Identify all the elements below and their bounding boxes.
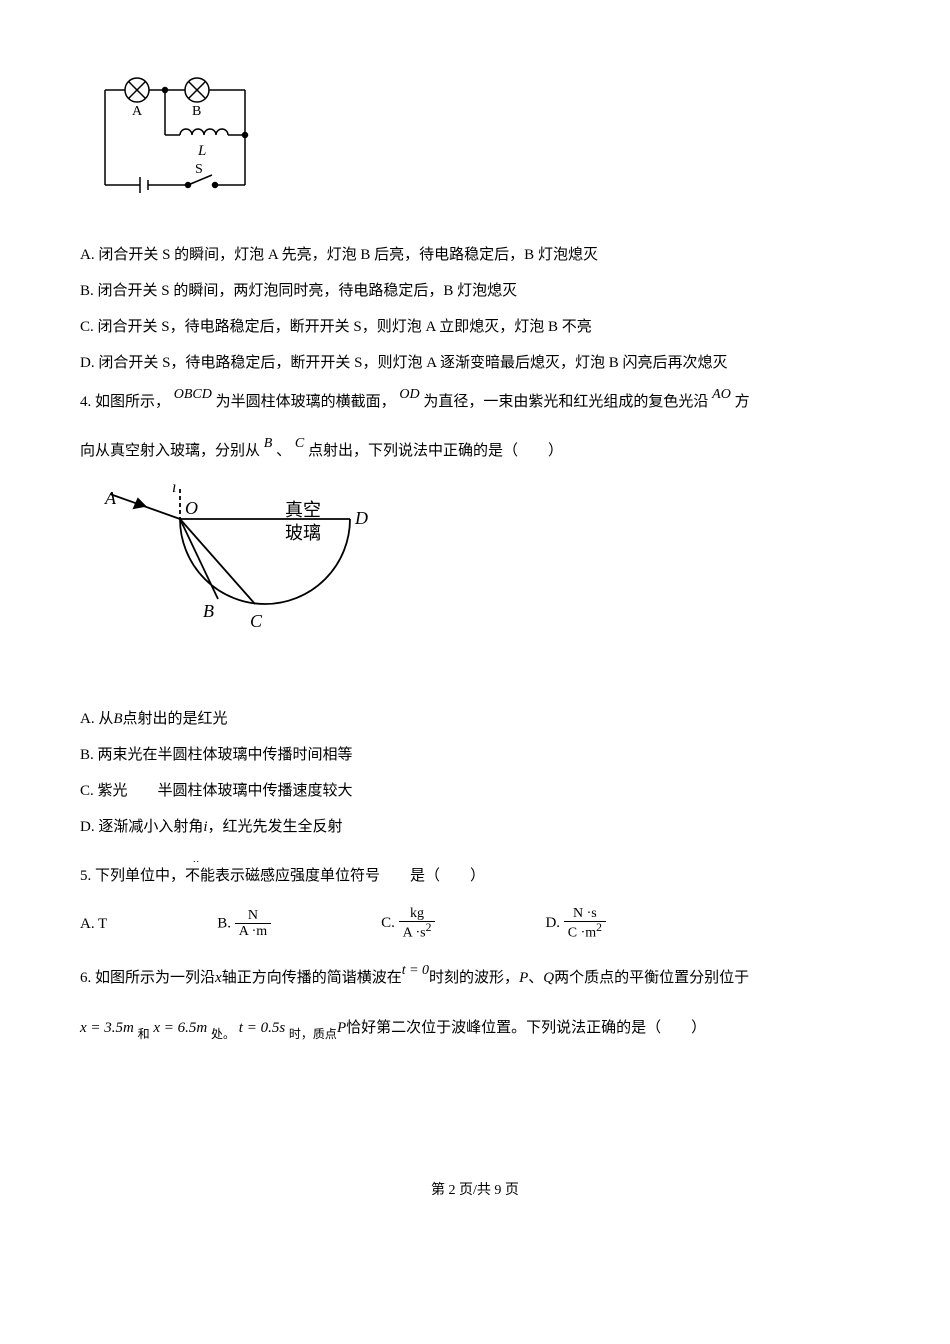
q6-x: x (215, 970, 222, 986)
q4-mid2: 为直径，一束由紫光和红光组成的复色光沿 (423, 394, 708, 410)
q5d-exp: 2 (596, 921, 602, 934)
optics-label-d: D (354, 508, 368, 528)
q6-x1: x = 3.5m (80, 1020, 134, 1036)
q6-text: 6. 如图所示为一列沿x轴正方向传播的简谐横波在t = 0时刻的波形，P、Q两个… (80, 966, 870, 990)
page-footer: 第 2 页/共 9 页 (80, 1180, 870, 1202)
q6-post3: 恰好第二次位于波峰位置。下列说法正确的是（ ） (346, 1020, 706, 1036)
q5-pre: 5. 下列单位中， (80, 868, 185, 884)
q4-option-b: B. 两束光在半圆柱体玻璃中传播时间相等 (80, 743, 870, 767)
circuit-svg: A B L S (90, 70, 270, 210)
optics-diagram: A i O D 真空 玻璃 B C (90, 484, 870, 682)
q5d-den: C ·m2 (564, 922, 606, 941)
q5-text: 5. 下列单位中，不能表示磁感应强度单位符号 是（ ） (80, 864, 870, 888)
q5c-den: A ·s2 (399, 922, 436, 941)
q6-post2: 时，质点 (289, 1027, 337, 1041)
q4-mid1: 为半圆柱体玻璃的横截面， (216, 394, 396, 410)
q3-option-a: A. 闭合开关 S 的瞬间，灯泡 A 先亮，灯泡 B 后亮，待电路稳定后，B 灯… (80, 243, 870, 267)
q5b-den: A ·m (235, 924, 271, 939)
q6-p2: P (337, 1020, 346, 1036)
q4-prefix: 4. 如图所示， (80, 394, 170, 410)
optics-label-a: A (104, 488, 117, 508)
q5b-num: N (235, 908, 271, 924)
q4-ao: AO (712, 387, 731, 402)
q5-post: 表示磁感应强度单位符号 是（ ） (215, 868, 485, 884)
q4-line2a: 向从真空射入玻璃，分别从 (80, 443, 260, 459)
circuit-label-s: S (195, 162, 203, 177)
q4-b: B (264, 436, 273, 451)
circuit-label-b: B (192, 104, 201, 119)
q5c-label: C. (381, 915, 399, 931)
q6-mid3: 、 (528, 970, 543, 986)
q4-c: C (295, 436, 304, 451)
q5-emph: 不能 (185, 864, 215, 888)
q4d-post: ，红光先发生全反射 (208, 819, 343, 835)
q4-obcd: OBCD (174, 387, 212, 402)
q4d-pre: D. 逐渐减小入射角 (80, 819, 203, 835)
q4-text-line2: 向从真空射入玻璃，分别从 B 、 C 点射出，下列说法中正确的是（ ） (80, 439, 870, 463)
q5d-den1: C ·m (568, 926, 596, 941)
q6-q: Q (543, 970, 554, 986)
q5c-exp: 2 (426, 921, 432, 934)
q4-mid3: 方 (735, 394, 750, 410)
q6-p: P (519, 970, 528, 986)
q4-text: 4. 如图所示， OBCD 为半圆柱体玻璃的横截面， OD 为直径，一束由紫光和… (80, 390, 870, 414)
q5b-label: B. (217, 915, 235, 931)
q5-option-d: D. N ·sC ·m2 (545, 906, 606, 941)
q4-option-d: D. 逐渐减小入射角i，红光先发生全反射 (80, 815, 870, 839)
optics-label-glass: 玻璃 (285, 523, 321, 543)
q4-line2c: 点射出，下列说法中正确的是（ ） (308, 443, 563, 459)
q5-option-c: C. kgA ·s2 (381, 906, 435, 941)
q6-mid1: 轴正方向传播的简谐横波在 (222, 970, 402, 986)
optics-label-o: O (185, 498, 198, 518)
circuit-diagram: A B L S (90, 70, 870, 218)
q6-pre: 6. 如图所示为一列沿 (80, 970, 215, 986)
q6-mid4: 两个质点的平衡位置分别位于 (554, 970, 749, 986)
q5c-num: kg (399, 906, 436, 922)
q4a-post: 点射出的是红光 (123, 711, 228, 727)
optics-label-vacuum: 真空 (285, 500, 321, 520)
q6-t05: t = 0.5s (239, 1020, 285, 1036)
q4-option-a: A. 从B点射出的是红光 (80, 707, 870, 731)
q6-mid2: 时刻的波形， (429, 970, 519, 986)
q6-and: 和 (138, 1027, 150, 1041)
q3-option-c: C. 闭合开关 S，待电路稳定后，断开开关 S，则灯泡 A 立即熄灭，灯泡 B … (80, 315, 870, 339)
q5-options: A. T B. NA ·m C. kgA ·s2 D. N ·sC ·m2 (80, 906, 870, 941)
q5d-num: N ·s (564, 906, 606, 922)
q6-t0: t = 0 (402, 963, 429, 978)
q4-od: OD (399, 387, 419, 402)
q5c-den1: A ·s (403, 926, 426, 941)
optics-label-i: i (172, 484, 176, 496)
circuit-label-l: L (197, 143, 206, 159)
optics-label-c: C (250, 611, 263, 631)
q6-text2: x = 3.5m 和 x = 6.5m 处。 t = 0.5s 时，质点P恰好第… (80, 1016, 870, 1040)
q6-x2: x = 6.5m (153, 1020, 207, 1036)
q5d-label: D. (545, 915, 563, 931)
q3-option-d: D. 闭合开关 S，待电路稳定后，断开开关 S，则灯泡 A 逐渐变暗最后熄灭，灯… (80, 351, 870, 375)
q4-option-c: C. 紫光 半圆柱体玻璃中传播速度较大 (80, 779, 870, 803)
q5-option-a: A. T (80, 912, 107, 936)
q3-option-b: B. 闭合开关 S 的瞬间，两灯泡同时亮，待电路稳定后，B 灯泡熄灭 (80, 279, 870, 303)
q4a-pre: A. 从 (80, 711, 113, 727)
q6-post1: 处。 (211, 1027, 235, 1041)
optics-label-b: B (203, 601, 214, 621)
q5-option-b: B. NA ·m (217, 908, 271, 940)
optics-svg: A i O D 真空 玻璃 B C (90, 484, 390, 674)
q4-line2b: 、 (276, 443, 291, 459)
q4a-b: B (113, 711, 122, 727)
circuit-label-a: A (132, 104, 143, 119)
